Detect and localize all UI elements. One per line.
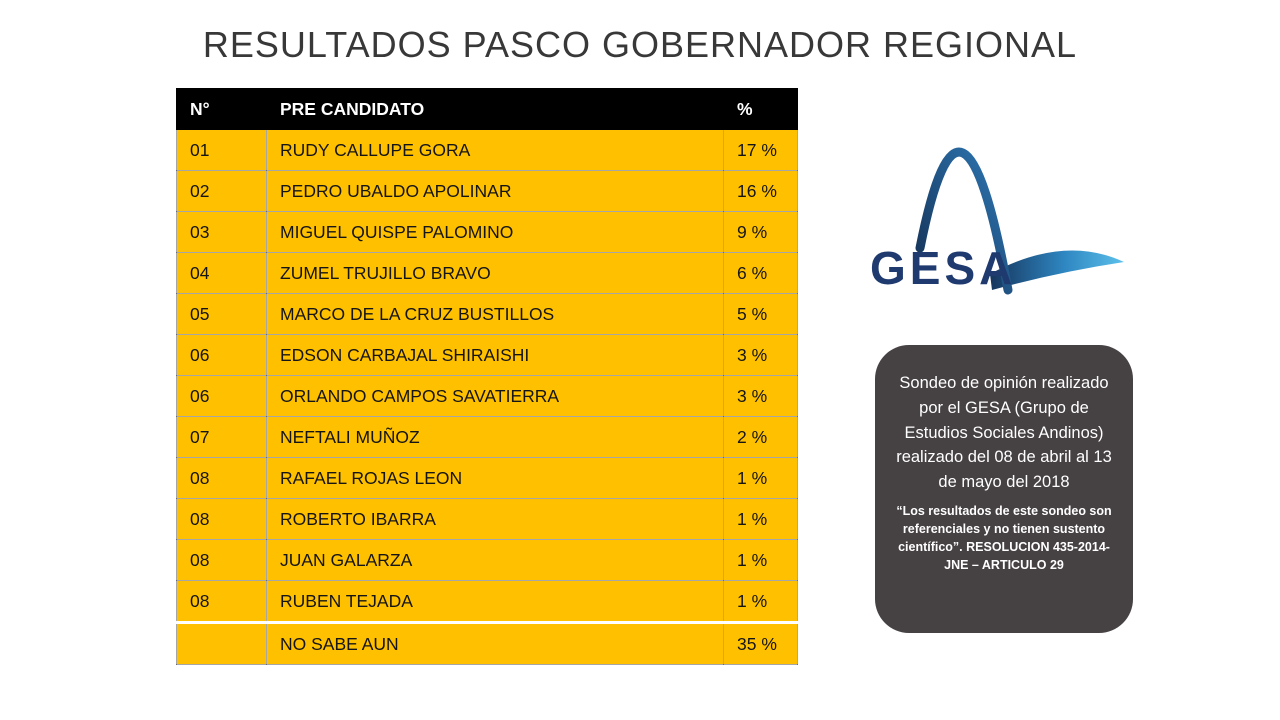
cell-candidate: EDSON CARBAJAL SHIRAISHI bbox=[266, 334, 724, 376]
cell-percent: 17 % bbox=[723, 129, 798, 171]
cell-number: 08 bbox=[176, 498, 267, 540]
table-row: 08 JUAN GALARZA 1 % bbox=[176, 539, 798, 581]
page-title: RESULTADOS PASCO GOBERNADOR REGIONAL bbox=[202, 24, 1078, 65]
cell-candidate: NEFTALI MUÑOZ bbox=[266, 416, 724, 458]
table-row: 03 MIGUEL QUISPE PALOMINO 9 % bbox=[176, 211, 798, 253]
cell-percent: 1 % bbox=[723, 580, 798, 623]
cell-number: 07 bbox=[176, 416, 267, 458]
table-row: 07 NEFTALI MUÑOZ 2 % bbox=[176, 416, 798, 458]
cell-candidate: MARCO DE LA CRUZ BUSTILLOS bbox=[266, 293, 724, 335]
cell-candidate: PEDRO UBALDO APOLINAR bbox=[266, 170, 724, 212]
table-row: 06 ORLANDO CAMPOS SAVATIERRA 3 % bbox=[176, 375, 798, 417]
table-row: 08 RUBEN TEJADA 1 % bbox=[176, 580, 798, 623]
cell-number: 08 bbox=[176, 580, 267, 623]
cell-candidate: NO SABE AUN bbox=[266, 621, 724, 665]
cell-percent: 1 % bbox=[723, 457, 798, 499]
cell-candidate: ROBERTO IBARRA bbox=[266, 498, 724, 540]
table-row: 02 PEDRO UBALDO APOLINAR 16 % bbox=[176, 170, 798, 212]
cell-number: 06 bbox=[176, 375, 267, 417]
logo-swoosh-icon bbox=[990, 250, 1124, 290]
cell-percent: 1 % bbox=[723, 498, 798, 540]
cell-number: 08 bbox=[176, 539, 267, 581]
header-percent: % bbox=[723, 88, 798, 130]
cell-candidate: ZUMEL TRUJILLO BRAVO bbox=[266, 252, 724, 294]
table-row: NO SABE AUN 35 % bbox=[176, 621, 798, 665]
table-row: 01 RUDY CALLUPE GORA 17 % bbox=[176, 129, 798, 171]
survey-note-box: Sondeo de opinión realizado por el GESA … bbox=[875, 345, 1133, 633]
survey-disclaimer-text: “Los resultados de este sondeo son refer… bbox=[896, 503, 1112, 573]
cell-candidate: MIGUEL QUISPE PALOMINO bbox=[266, 211, 724, 253]
results-table: N° PRE CANDIDATO % 01 RUDY CALLUPE GORA … bbox=[176, 88, 798, 665]
table-row: 08 RAFAEL ROJAS LEON 1 % bbox=[176, 457, 798, 499]
cell-number: 01 bbox=[176, 129, 267, 171]
cell-percent: 1 % bbox=[723, 539, 798, 581]
table-row: 06 EDSON CARBAJAL SHIRAISHI 3 % bbox=[176, 334, 798, 376]
table-header-row: N° PRE CANDIDATO % bbox=[176, 88, 798, 130]
survey-note-text: Sondeo de opinión realizado por el GESA … bbox=[896, 374, 1112, 491]
cell-candidate: RUBEN TEJADA bbox=[266, 580, 724, 623]
cell-percent: 3 % bbox=[723, 334, 798, 376]
logo-text: GESA bbox=[870, 242, 1016, 294]
cell-candidate: ORLANDO CAMPOS SAVATIERRA bbox=[266, 375, 724, 417]
cell-number: 02 bbox=[176, 170, 267, 212]
cell-number: 03 bbox=[176, 211, 267, 253]
cell-percent: 3 % bbox=[723, 375, 798, 417]
table-row: 04 ZUMEL TRUJILLO BRAVO 6 % bbox=[176, 252, 798, 294]
logo-arc-icon bbox=[915, 147, 1013, 295]
cell-number bbox=[176, 621, 267, 665]
cell-percent: 2 % bbox=[723, 416, 798, 458]
cell-number: 08 bbox=[176, 457, 267, 499]
header-number: N° bbox=[176, 88, 267, 130]
cell-percent: 6 % bbox=[723, 252, 798, 294]
cell-number: 04 bbox=[176, 252, 267, 294]
cell-number: 05 bbox=[176, 293, 267, 335]
header-candidate: PRE CANDIDATO bbox=[266, 88, 724, 130]
gesa-logo: GESA bbox=[856, 122, 1141, 297]
cell-percent: 35 % bbox=[723, 621, 798, 665]
cell-candidate: RAFAEL ROJAS LEON bbox=[266, 457, 724, 499]
gesa-logo-graphic: GESA bbox=[870, 147, 1124, 295]
cell-percent: 16 % bbox=[723, 170, 798, 212]
cell-percent: 9 % bbox=[723, 211, 798, 253]
cell-candidate: JUAN GALARZA bbox=[266, 539, 724, 581]
cell-candidate: RUDY CALLUPE GORA bbox=[266, 129, 724, 171]
table-row: 05 MARCO DE LA CRUZ BUSTILLOS 5 % bbox=[176, 293, 798, 335]
table-row: 08 ROBERTO IBARRA 1 % bbox=[176, 498, 798, 540]
cell-percent: 5 % bbox=[723, 293, 798, 335]
cell-number: 06 bbox=[176, 334, 267, 376]
